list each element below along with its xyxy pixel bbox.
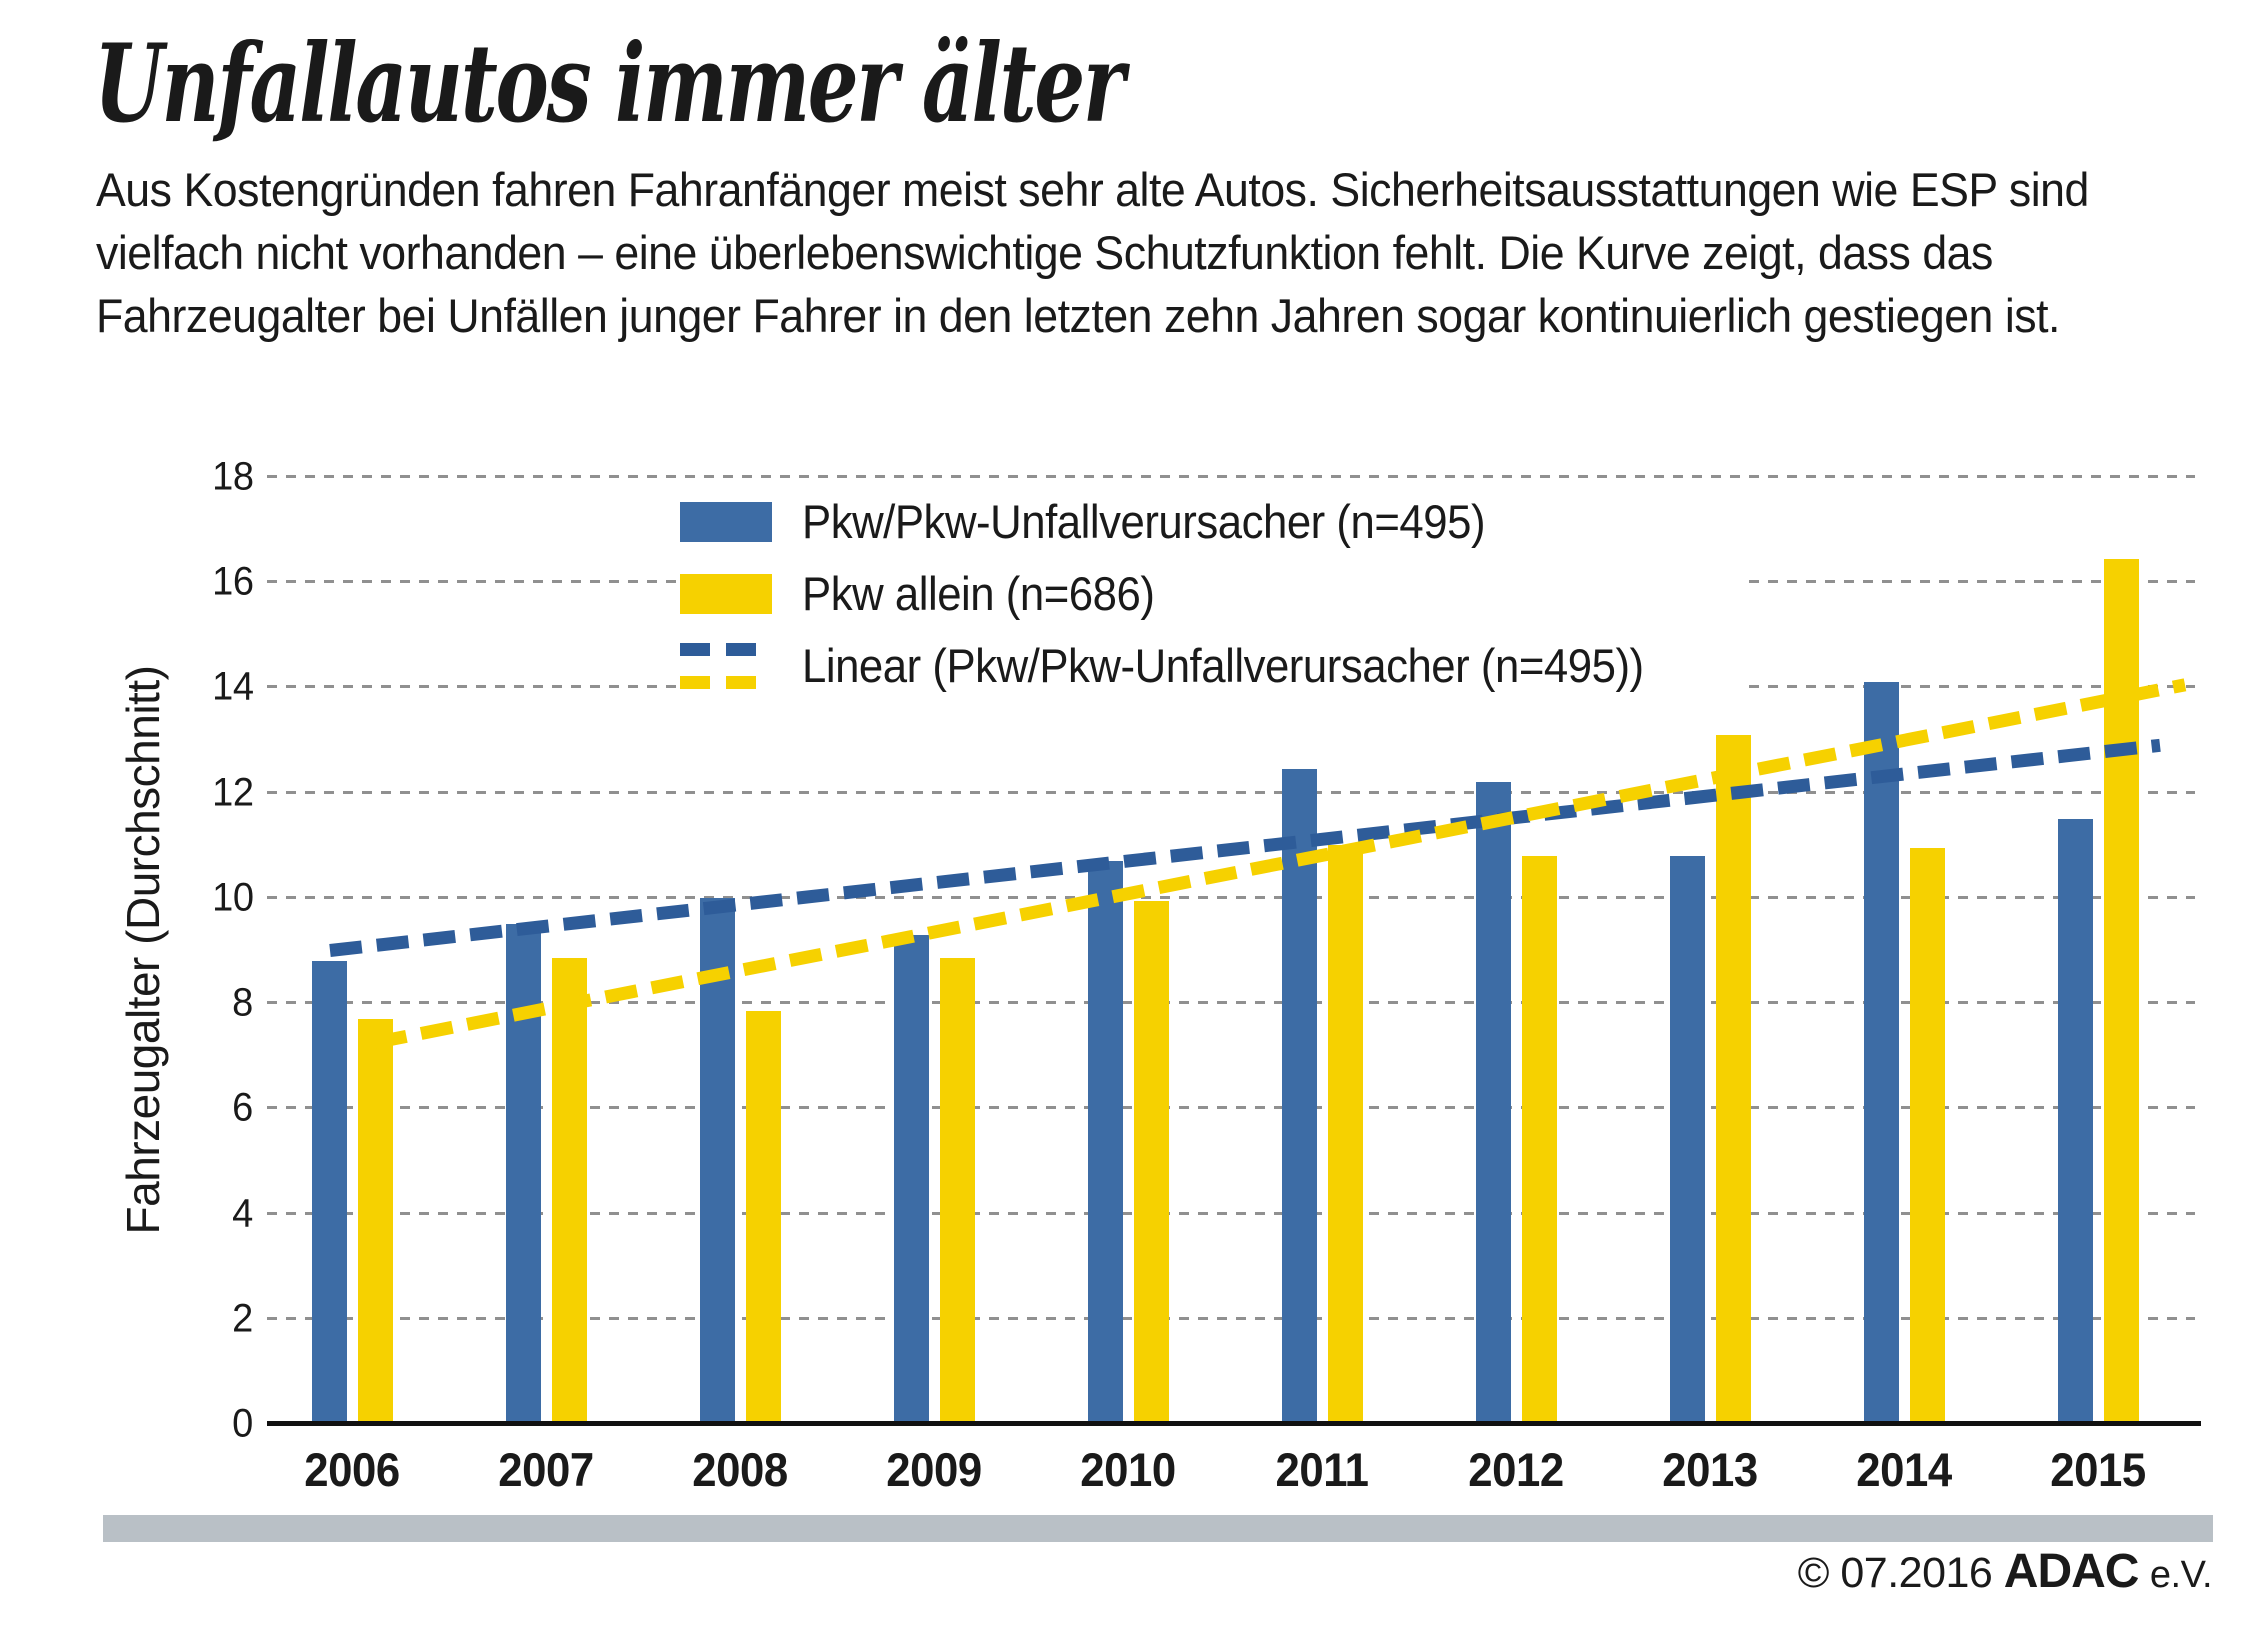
bar-2013	[1715, 734, 1751, 1424]
subtitle-line: Aus Kostengründen fahren Fahranfänger me…	[96, 163, 2089, 216]
bar-2011	[1281, 769, 1317, 1424]
x-tick-2011: 2011	[1275, 1443, 1369, 1496]
trendline-blue	[329, 738, 2161, 957]
x-tick-2012: 2012	[1468, 1443, 1564, 1496]
page-title: Unfallautos immer älter	[94, 21, 1125, 147]
bar-2014	[1863, 682, 1899, 1424]
subtitle-line: vielfach nicht vorhanden – eine überlebe…	[96, 226, 1993, 279]
x-axis-labels: 2006 2007 2008 2009 2010 2011 2012 2013 2014 2015	[255, 1442, 2195, 1497]
subtitle: Aus Kostengründen fahren Fahranfänger me…	[96, 158, 2194, 347]
bar-2009	[893, 934, 929, 1424]
bar-2015	[2057, 818, 2093, 1424]
legend-label: Linear (Pkw/Pkw-Unfallverursacher (n=495…	[802, 639, 1644, 692]
gridline-4	[267, 1211, 2195, 1215]
footer-copyright: © 07.2016	[1797, 1549, 1993, 1597]
bar-group-2009	[837, 477, 1031, 1424]
y-tick-12: 12	[211, 770, 254, 815]
legend-item-linear: Linear (Pkw/Pkw-Unfallverursacher (n=495…	[680, 638, 1707, 693]
y-tick-14: 14	[211, 664, 254, 709]
y-tick-18: 18	[211, 454, 254, 499]
footer-org: ADAC	[2003, 1545, 2140, 1598]
bar-2006	[311, 961, 347, 1424]
subtitle-line: Fahrzeugalter bei Unfällen junger Fahrer…	[96, 289, 2060, 342]
plot-area: Pkw/Pkw-Unfallverursacher (n=495) Pkw al…	[255, 475, 2201, 1426]
x-axis-line	[267, 1421, 2201, 1426]
gridline-18	[267, 475, 2195, 478]
divider-bar	[103, 1515, 2213, 1542]
gridline-10	[267, 895, 2195, 899]
footer: © 07.2016 ADAC e.V.	[1797, 1544, 2213, 1599]
legend-swatch-dashed-lines-icon	[680, 642, 772, 689]
dashed-line-blue-icon	[680, 642, 772, 656]
bar-2010	[1087, 861, 1123, 1424]
bar-2013	[1669, 855, 1705, 1424]
y-axis-ticks: 0 2 4 6 8 10 12 14 16 18	[100, 455, 254, 1446]
x-tick-2009: 2009	[886, 1443, 982, 1496]
bar-2010	[1133, 900, 1169, 1424]
bar-2011	[1327, 845, 1363, 1424]
bar-group-2006	[255, 477, 449, 1424]
y-tick-2: 2	[232, 1296, 253, 1341]
legend: Pkw/Pkw-Unfallverursacher (n=495) Pkw al…	[680, 490, 1747, 701]
legend-swatch-blue-icon	[680, 501, 772, 542]
bar-2006	[357, 1018, 393, 1424]
bar-2012	[1475, 782, 1511, 1424]
legend-label: Pkw/Pkw-Unfallverursacher (n=495)	[802, 495, 1486, 548]
legend-item-pkw-allein: Pkw allein (n=686)	[680, 566, 1707, 621]
trendline-yellow	[373, 678, 2187, 1049]
x-tick-2006: 2006	[304, 1443, 400, 1496]
bar-group-2014	[1807, 477, 2001, 1424]
bar-group-2012	[1419, 477, 1613, 1424]
y-tick-6: 6	[232, 1085, 253, 1130]
dashed-line-yellow-icon	[680, 675, 772, 689]
x-tick-2007: 2007	[498, 1443, 594, 1496]
bar-2007	[551, 958, 587, 1424]
bar-group-2011	[1225, 477, 1419, 1424]
x-tick-2008: 2008	[692, 1443, 788, 1496]
y-tick-8: 8	[232, 980, 253, 1025]
x-tick-2010: 2010	[1080, 1443, 1176, 1496]
trendlines	[329, 678, 2187, 1049]
x-tick-2014: 2014	[1856, 1443, 1952, 1496]
y-tick-4: 4	[232, 1191, 253, 1236]
bar-2014	[1909, 847, 1945, 1424]
y-tick-16: 16	[211, 559, 254, 604]
bar-group-2010	[1031, 477, 1225, 1424]
y-tick-10: 10	[211, 875, 254, 920]
gridline-6	[267, 1106, 2195, 1110]
x-tick-2013: 2013	[1662, 1443, 1758, 1496]
bar-2008	[699, 897, 735, 1424]
footer-org-suffix: e.V.	[2149, 1554, 2213, 1596]
legend-swatch-yellow-icon	[680, 573, 772, 614]
gridline-12	[267, 790, 2195, 794]
bar-group-2013	[1613, 477, 1807, 1424]
bar-2008	[745, 1011, 781, 1424]
legend-item-pkw-pkw: Pkw/Pkw-Unfallverursacher (n=495)	[680, 494, 1707, 549]
legend-label: Pkw allein (n=686)	[802, 567, 1155, 620]
y-tick-0: 0	[232, 1401, 253, 1446]
bar-group-2008	[643, 477, 837, 1424]
x-tick-2015: 2015	[2050, 1443, 2146, 1496]
bar-2009	[939, 958, 975, 1424]
bar-2012	[1521, 855, 1557, 1424]
gridline-8	[267, 1001, 2195, 1005]
gridline-2	[267, 1316, 2195, 1320]
